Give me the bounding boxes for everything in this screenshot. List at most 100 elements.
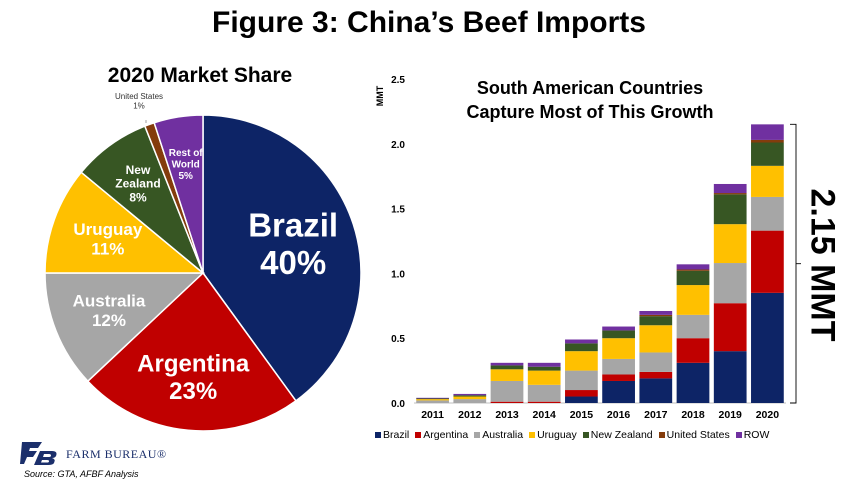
legend-label: United States — [666, 429, 730, 441]
bar-segment-row-2020 — [751, 124, 784, 140]
pie-value-uruguay: 11% — [91, 239, 124, 258]
bar-chart-title-line-2: Capture Most of This Growth — [466, 102, 714, 122]
legend-swatch — [529, 432, 536, 438]
bar-segment-argentina-2017 — [639, 371, 673, 379]
bar-segment-brazil-2019 — [713, 351, 747, 403]
bar-segment-australia-2020 — [751, 196, 784, 231]
pie-label-argentina: Argentina — [137, 350, 250, 377]
pie-label-australia: Australia — [73, 291, 146, 310]
bar-segment-new-zealand-2017 — [639, 316, 673, 326]
bar-segment-uruguay-2015 — [565, 351, 598, 371]
x-tick-label: 2019 — [719, 409, 743, 421]
legend-item-argentina: Argentina — [415, 429, 468, 441]
y-tick-label: 0.5 — [391, 334, 405, 345]
legend-swatch — [735, 432, 742, 438]
bar-chart-title-line-1: South American Countries — [476, 78, 704, 98]
y-tick-label: 0.0 — [391, 399, 405, 410]
pie-chart-title: 2020 Market Share — [107, 64, 293, 87]
x-tick-label: 2011 — [421, 409, 444, 421]
bar-segment-united-states-2018 — [676, 269, 710, 271]
bar-segment-brazil-2018 — [676, 362, 710, 403]
bar-segment-row-2018 — [676, 264, 710, 270]
bar-chart-title: South American Countries Capture Most of… — [420, 76, 760, 124]
bar-segment-row-2012 — [453, 393, 487, 396]
pie-label-uruguay: Uruguay — [73, 220, 143, 239]
bar-segment-argentina-2014 — [527, 401, 561, 403]
bar-segment-row-2013 — [490, 362, 524, 366]
bar-segment-uruguay-2012 — [453, 396, 487, 400]
bar-segment-argentina-2016 — [602, 374, 635, 381]
legend-item-new-zealand: New Zealand — [582, 429, 653, 441]
bar-segment-row-2015 — [565, 339, 598, 344]
bar-segment-row-2019 — [713, 183, 747, 194]
bar-segment-row-2016 — [602, 326, 635, 331]
bar-segment-australia-2011 — [416, 400, 449, 403]
x-tick-label: 2012 — [458, 409, 482, 421]
page-title: Figure 3: China’s Beef Imports — [212, 6, 646, 39]
legend-label: New Zealand — [590, 429, 653, 441]
x-tick-label: 2016 — [607, 409, 631, 421]
legend-item-row: ROW — [735, 429, 769, 441]
legend-label: Australia — [482, 429, 524, 441]
legend-item-uruguay: Uruguay — [529, 429, 577, 441]
bar-segment-argentina-2015 — [565, 390, 598, 397]
bar-segment-new-zealand-2016 — [602, 330, 635, 339]
pie-slice-brazil — [202, 114, 362, 402]
pie-value-brazil: 40% — [260, 244, 326, 281]
legend-label: Argentina — [423, 429, 469, 441]
x-tick-label: 2017 — [644, 409, 668, 421]
y-tick-label: 2.0 — [391, 140, 405, 151]
bar-segment-row-2017 — [639, 310, 673, 315]
bar-segment-australia-2017 — [639, 352, 673, 372]
pie-value-rest-of-world: 5% — [178, 171, 193, 182]
bar-segment-uruguay-2017 — [639, 325, 673, 353]
bar-segment-australia-2018 — [676, 314, 710, 339]
bar-segment-uruguay-2020 — [751, 165, 784, 197]
legend-swatch — [582, 432, 589, 438]
pie-label-united-states: United States — [115, 92, 163, 101]
pie-label-new-zealand: New Zealand — [115, 163, 160, 191]
legend-label: Uruguay — [537, 429, 577, 441]
bar-segment-new-zealand-2020 — [751, 142, 784, 166]
bar-segment-uruguay-2019 — [713, 224, 747, 264]
bar-segment-uruguay-2018 — [676, 285, 710, 315]
pie-slice-australia — [44, 272, 205, 383]
bar-segment-united-states-2020 — [751, 139, 784, 143]
y-tick-label: 2.5 — [391, 75, 405, 86]
x-tick-label: 2020 — [756, 409, 780, 421]
pie-value-argentina: 23% — [169, 378, 217, 405]
bar-segment-australia-2012 — [453, 399, 487, 403]
pie-slice-uruguay — [44, 171, 206, 274]
bar-chart-legend: Brazil Argentina Australia Uruguay New Zeala… — [375, 429, 835, 441]
bar-segment-united-states-2017 — [639, 314, 673, 317]
bar-segment-brazil-2017 — [639, 378, 673, 403]
legend-item-australia: Australia — [474, 429, 523, 441]
x-tick-label: 2015 — [570, 409, 594, 421]
bar-segment-uruguay-2014 — [527, 370, 561, 385]
y-tick-label: 1.5 — [391, 205, 405, 216]
bar-segment-brazil-2015 — [565, 396, 598, 403]
bar-segment-brazil-2020 — [751, 292, 784, 403]
legend-swatch — [375, 432, 381, 438]
logo-text: FARM BUREAU® — [66, 447, 167, 461]
bar-segment-new-zealand-2013 — [490, 365, 524, 370]
legend-item-united-states: United States — [658, 429, 730, 441]
pie-slice-rest-of-world — [153, 114, 204, 274]
bar-segment-row-2014 — [527, 362, 561, 367]
pie-value-new-zealand: 8% — [129, 191, 147, 205]
fb-logo-icon — [20, 442, 57, 465]
legend-item-brazil: Brazil — [375, 429, 409, 441]
source-note: Source: GTA, AFBF Analysis — [24, 469, 139, 479]
legend-swatch — [658, 432, 665, 438]
bar-segment-new-zealand-2011 — [416, 398, 449, 400]
bar-segment-uruguay-2016 — [602, 338, 635, 359]
y-axis-label: MMT — [375, 85, 385, 106]
bar-segment-row-2011 — [416, 397, 449, 399]
bar-segment-australia-2013 — [490, 380, 524, 402]
bar-segment-australia-2015 — [565, 370, 598, 391]
bar-segment-argentina-2013 — [490, 401, 524, 403]
pie-value-united-states: 1% — [133, 101, 145, 110]
bar-segment-new-zealand-2012 — [453, 395, 487, 397]
